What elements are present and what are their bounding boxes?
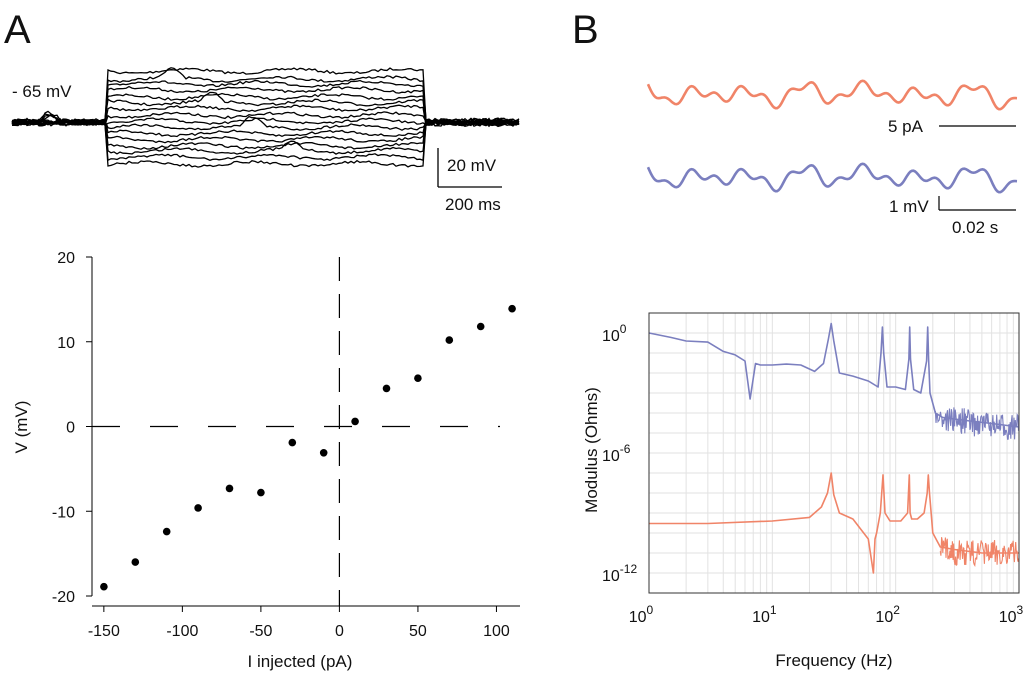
current-trace bbox=[646, 79, 1018, 111]
voltage-traces-a bbox=[11, 67, 520, 168]
spectrum-series bbox=[648, 322, 1020, 574]
iv-points bbox=[100, 304, 516, 591]
panel-letter-a: A bbox=[4, 8, 31, 52]
spectrum-x-axis-title: Frequency (Hz) bbox=[775, 651, 892, 670]
voltage-trace-a bbox=[11, 67, 520, 125]
spectrum-noise-tail bbox=[934, 407, 1020, 440]
spectrum-noise-tail bbox=[939, 537, 1020, 568]
iv-y-tick-label: -20 bbox=[52, 589, 75, 606]
scale-bars-b: 5 pA 1 mV 0.02 s bbox=[888, 117, 1016, 237]
iv-x-tick-label: 100 bbox=[483, 623, 510, 640]
spectrum-chart: 100 101 102 103 100 10-6 10-12 Frequency (Hz)… bbox=[582, 312, 1024, 670]
spectrum-series-line bbox=[648, 322, 1020, 428]
spectrum-y-axis-title: Modulus (Ohms) bbox=[582, 387, 601, 513]
iv-y-tick-label: 0 bbox=[66, 420, 75, 437]
iv-data-point bbox=[257, 488, 265, 497]
iv-data-point bbox=[476, 322, 485, 331]
iv-reference-lines bbox=[92, 257, 500, 606]
time-scale-label: 0.02 s bbox=[952, 218, 998, 237]
iv-data-point bbox=[508, 304, 516, 313]
iv-x-axis-title: I injected (pA) bbox=[248, 652, 353, 671]
iv-data-point bbox=[225, 484, 234, 493]
voltage-trace-a bbox=[11, 67, 520, 126]
spectrum-series-line bbox=[649, 472, 1019, 574]
iv-data-point bbox=[131, 558, 140, 566]
scale-bar-a-time-label: 200 ms bbox=[445, 195, 501, 214]
voltage-trace-a bbox=[11, 114, 520, 168]
iv-y-tick-label: 10 bbox=[57, 335, 75, 352]
baseline-voltage-label: - 65 mV bbox=[12, 82, 72, 101]
iv-data-point bbox=[351, 417, 359, 426]
voltage-trace-a bbox=[11, 118, 520, 155]
spectrum-y-tick-label: 10-12 bbox=[602, 562, 637, 585]
spectrum-y-tick-label: 10-6 bbox=[602, 442, 631, 465]
iv-x-ticks: -150 -100 -50 0 50 100 bbox=[88, 606, 510, 640]
scale-bar-a-voltage-label: 20 mV bbox=[447, 156, 497, 175]
iv-data-point bbox=[319, 449, 328, 457]
spectrum-x-tick-label: 102 bbox=[875, 603, 900, 626]
spectrum-x-ticks: 100 101 102 103 bbox=[629, 603, 1024, 626]
iv-y-tick-label: 20 bbox=[57, 250, 75, 267]
iv-x-tick-label: -50 bbox=[249, 623, 272, 640]
iv-y-ticks: -20 -10 0 10 20 bbox=[52, 250, 92, 606]
iv-x-tick-label: -100 bbox=[166, 623, 198, 640]
voltage-scale-label: 1 mV bbox=[889, 197, 929, 216]
iv-x-tick-label: 0 bbox=[335, 623, 344, 640]
iv-data-point bbox=[382, 384, 391, 393]
spectrum-grid bbox=[648, 312, 1019, 594]
iv-x-tick-label: 50 bbox=[409, 623, 427, 640]
iv-data-point bbox=[288, 438, 297, 447]
voltage-trace-a bbox=[11, 85, 520, 125]
spectrum-x-tick-label: 100 bbox=[629, 603, 654, 626]
iv-x-tick-label: -150 bbox=[88, 623, 120, 640]
iv-data-point bbox=[162, 527, 171, 536]
panel-letter-b: B bbox=[572, 8, 599, 52]
iv-data-point bbox=[100, 582, 108, 591]
iv-data-point bbox=[414, 374, 422, 383]
iv-data-point bbox=[194, 504, 202, 512]
voltage-trace-a bbox=[11, 117, 520, 128]
spectrum-x-tick-label: 101 bbox=[752, 603, 777, 626]
scale-bar-a: 20 mV 200 ms bbox=[437, 148, 502, 214]
iv-y-axis-title: V (mV) bbox=[12, 401, 31, 454]
voltage-trace bbox=[646, 162, 1018, 194]
current-scale-label: 5 pA bbox=[888, 117, 924, 136]
iv-y-tick-label: -10 bbox=[52, 504, 75, 521]
spectrum-y-ticks: 100 10-6 10-12 bbox=[602, 322, 637, 585]
iv-data-point bbox=[445, 336, 454, 344]
spectrum-frame bbox=[648, 312, 1020, 594]
spectrum-x-tick-label: 103 bbox=[999, 603, 1024, 626]
spectrum-y-tick-label: 100 bbox=[602, 322, 627, 345]
